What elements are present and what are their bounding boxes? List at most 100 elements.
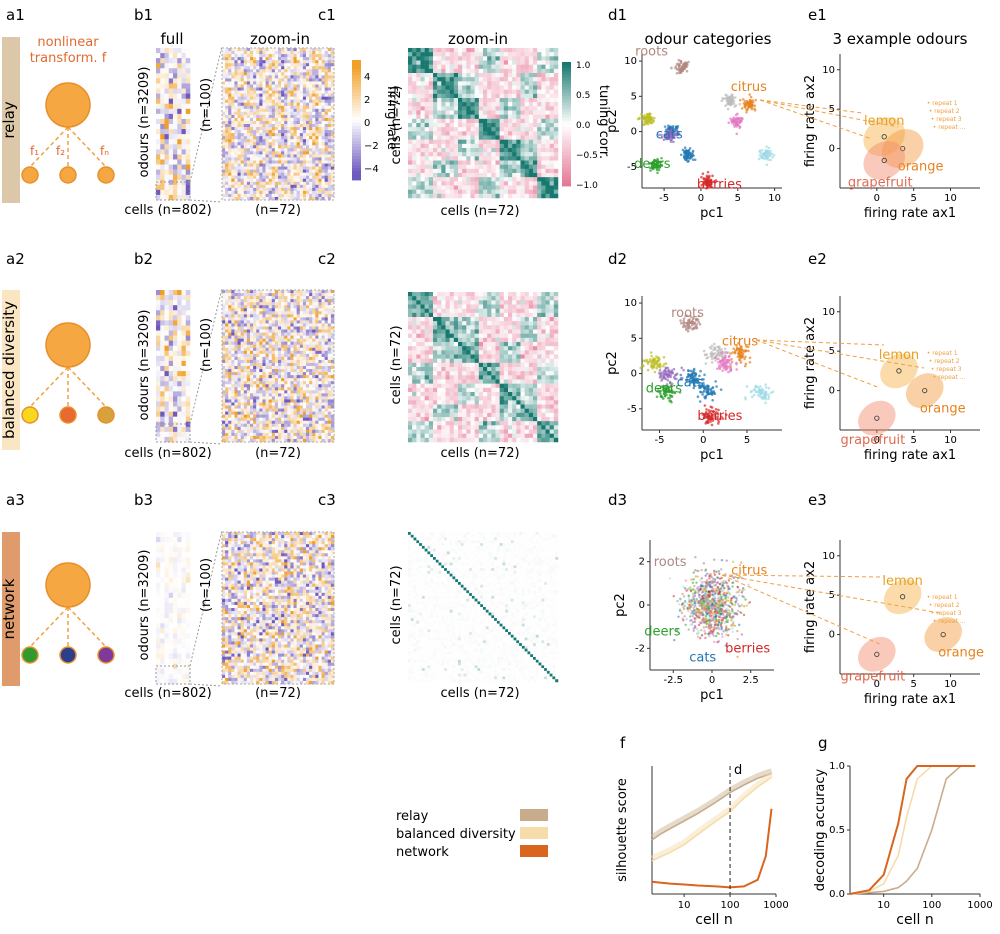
f-band-0: [650, 768, 773, 840]
d2-label-berries: berries: [697, 409, 742, 424]
e3-scatter: 0 5 10 0 5 10 firing rate ax1 firing rate ax2 le…: [803, 540, 984, 707]
e3-repeat-label: • repeat 1: [927, 594, 958, 601]
a3-dashed-connection: [29, 606, 69, 648]
a1-root-node: [45, 82, 91, 128]
d1-cluster-deers: [648, 156, 664, 175]
panel-label-e2: e2: [808, 250, 827, 268]
b1-cb-tick-m4: −4: [364, 164, 379, 175]
x-tick-label: 5: [910, 679, 916, 690]
b1-colorbar: [352, 60, 361, 181]
y-tick-label: 5: [829, 104, 835, 115]
d2-label-citrus: citrus: [722, 334, 758, 349]
row-label-text-network: network: [0, 578, 18, 639]
x-axis-label: pc1: [700, 206, 724, 221]
b2-zoom-heatmap: [222, 290, 335, 443]
b2-odours-label: odours (n=3209): [137, 309, 152, 420]
e1-scatter: 0 5 10 0 5 10 firing rate ax1 firing rate ax2 le…: [803, 54, 980, 221]
b3-cells-full: cells (n=802): [124, 686, 211, 701]
a1-label-fn: fₙ: [100, 144, 109, 158]
x-tick-label: 0: [709, 675, 715, 686]
d3-label-deers: deers: [644, 624, 681, 639]
panel-label-e1: e1: [808, 6, 827, 24]
f-lineplot: 10 100 1000 cell n silhouette score d: [615, 763, 789, 928]
x-tick-label: 0: [874, 193, 880, 204]
f-vline-label: d: [734, 763, 742, 778]
c1-cb-tick-05: 0.5: [576, 91, 590, 101]
x-axis-label: firing rate ax1: [864, 448, 956, 463]
y-tick-label: 0: [829, 630, 835, 641]
b2-zoom-n: (n=100): [199, 318, 214, 372]
a1-leaf-node: [97, 166, 115, 184]
d1-label-roots: roots: [635, 44, 668, 59]
x-axis-label: firing rate ax1: [864, 692, 956, 707]
d2-cluster-lightblue: [743, 383, 775, 405]
e3-repeat-label: • repeat 2: [929, 602, 960, 609]
c3-ylabel: cells (n=72): [389, 565, 404, 644]
d1-cluster-citrus: [738, 93, 757, 114]
d2-label-cats: cats: [677, 376, 704, 391]
header-zoom-c: zoom-in: [448, 30, 508, 48]
x-axis-label: firing rate ax1: [864, 206, 956, 221]
header-full: full: [160, 30, 183, 48]
e2-repeat-label: • repeat 2: [929, 358, 960, 365]
y-tick-label: 0: [829, 144, 835, 155]
x-axis-label: pc1: [700, 448, 724, 463]
y-axis-label: decoding accuracy: [813, 768, 828, 891]
y-axis-label: firing rate ax2: [803, 561, 818, 653]
a2-leaf-node: [59, 406, 77, 424]
header-example-odours: 3 example odours: [832, 30, 967, 48]
a2-dashed-connection: [67, 366, 107, 408]
panel-label-a2: a2: [6, 250, 25, 268]
c1-correlation-matrix: [408, 48, 559, 199]
x-axis-label: pc1: [700, 688, 724, 703]
x-tick-label: -5: [655, 435, 665, 446]
y-tick-label: 0: [639, 600, 645, 611]
x-tick-label: 5: [744, 435, 750, 446]
d2-cluster-berries: [701, 404, 728, 427]
d3-scatter: -2.5 0 2.5 -2 0 2 pc1 pc2 roots citrus cats deers be…: [613, 540, 774, 703]
e1-centroid-orange: [900, 145, 906, 152]
panel-label-f: f: [620, 734, 626, 752]
d3-points: [668, 556, 752, 659]
y-axis-label: firing rate ax2: [803, 75, 818, 167]
e1-label-orange: orange: [898, 160, 944, 175]
d1-label-berries: berries: [697, 178, 742, 193]
e2-label-lemon: lemon: [879, 348, 919, 363]
d1-cluster-lightblue: [757, 145, 776, 167]
c2-ylabel: cells (n=72): [389, 325, 404, 404]
legend-label-balanced: balanced diversity: [396, 827, 516, 842]
panel-label-b2: b2: [134, 250, 153, 268]
e2-centroid-grapefruit: [874, 415, 880, 421]
b1-zoom-line: [189, 45, 223, 183]
c1-ylabel: cells (n=72): [389, 85, 404, 164]
b1-zoom-heatmap: [222, 48, 335, 201]
b2-full-heatmap: [156, 290, 191, 443]
y-axis-label: silhouette score: [615, 778, 630, 882]
d1-label-cats: cats: [656, 128, 683, 143]
y-tick-label: 0: [631, 369, 637, 380]
b3-zoom-line: [189, 683, 223, 687]
b2-heatmaps: [155, 287, 335, 445]
f-line-relay: [651, 772, 772, 841]
y-tick-label: -2: [635, 643, 645, 654]
x-tick-label: 5: [910, 435, 916, 446]
b2-cells-zoom: (n=72): [255, 446, 301, 461]
b1-cb-tick-2: 2: [364, 95, 370, 106]
a3-root-node: [45, 562, 91, 608]
d1-cluster-purple: [657, 128, 680, 144]
e1-ellipse-orange: [881, 129, 924, 168]
b1-cb-tick-m2: −2: [364, 141, 379, 152]
x-axis-label: cell n: [896, 912, 933, 928]
x-tick-label: 5: [910, 193, 916, 204]
d2-cluster-purple: [658, 366, 685, 387]
b1-texts: odours (n=3209) (n=100) cells (n=802) (n…: [124, 66, 399, 218]
b1-colorbar-label: firing rate: [384, 86, 399, 150]
a1-leaf-node: [59, 166, 77, 184]
x-tick-label: 100: [922, 900, 941, 911]
a3-dashed-connection: [67, 606, 107, 648]
b1-cb-tick-4: 4: [364, 72, 370, 83]
x-tick-label: 0: [698, 193, 704, 204]
y-tick-label: -5: [627, 162, 637, 173]
b1-zoom-n: (n=100): [199, 78, 214, 132]
